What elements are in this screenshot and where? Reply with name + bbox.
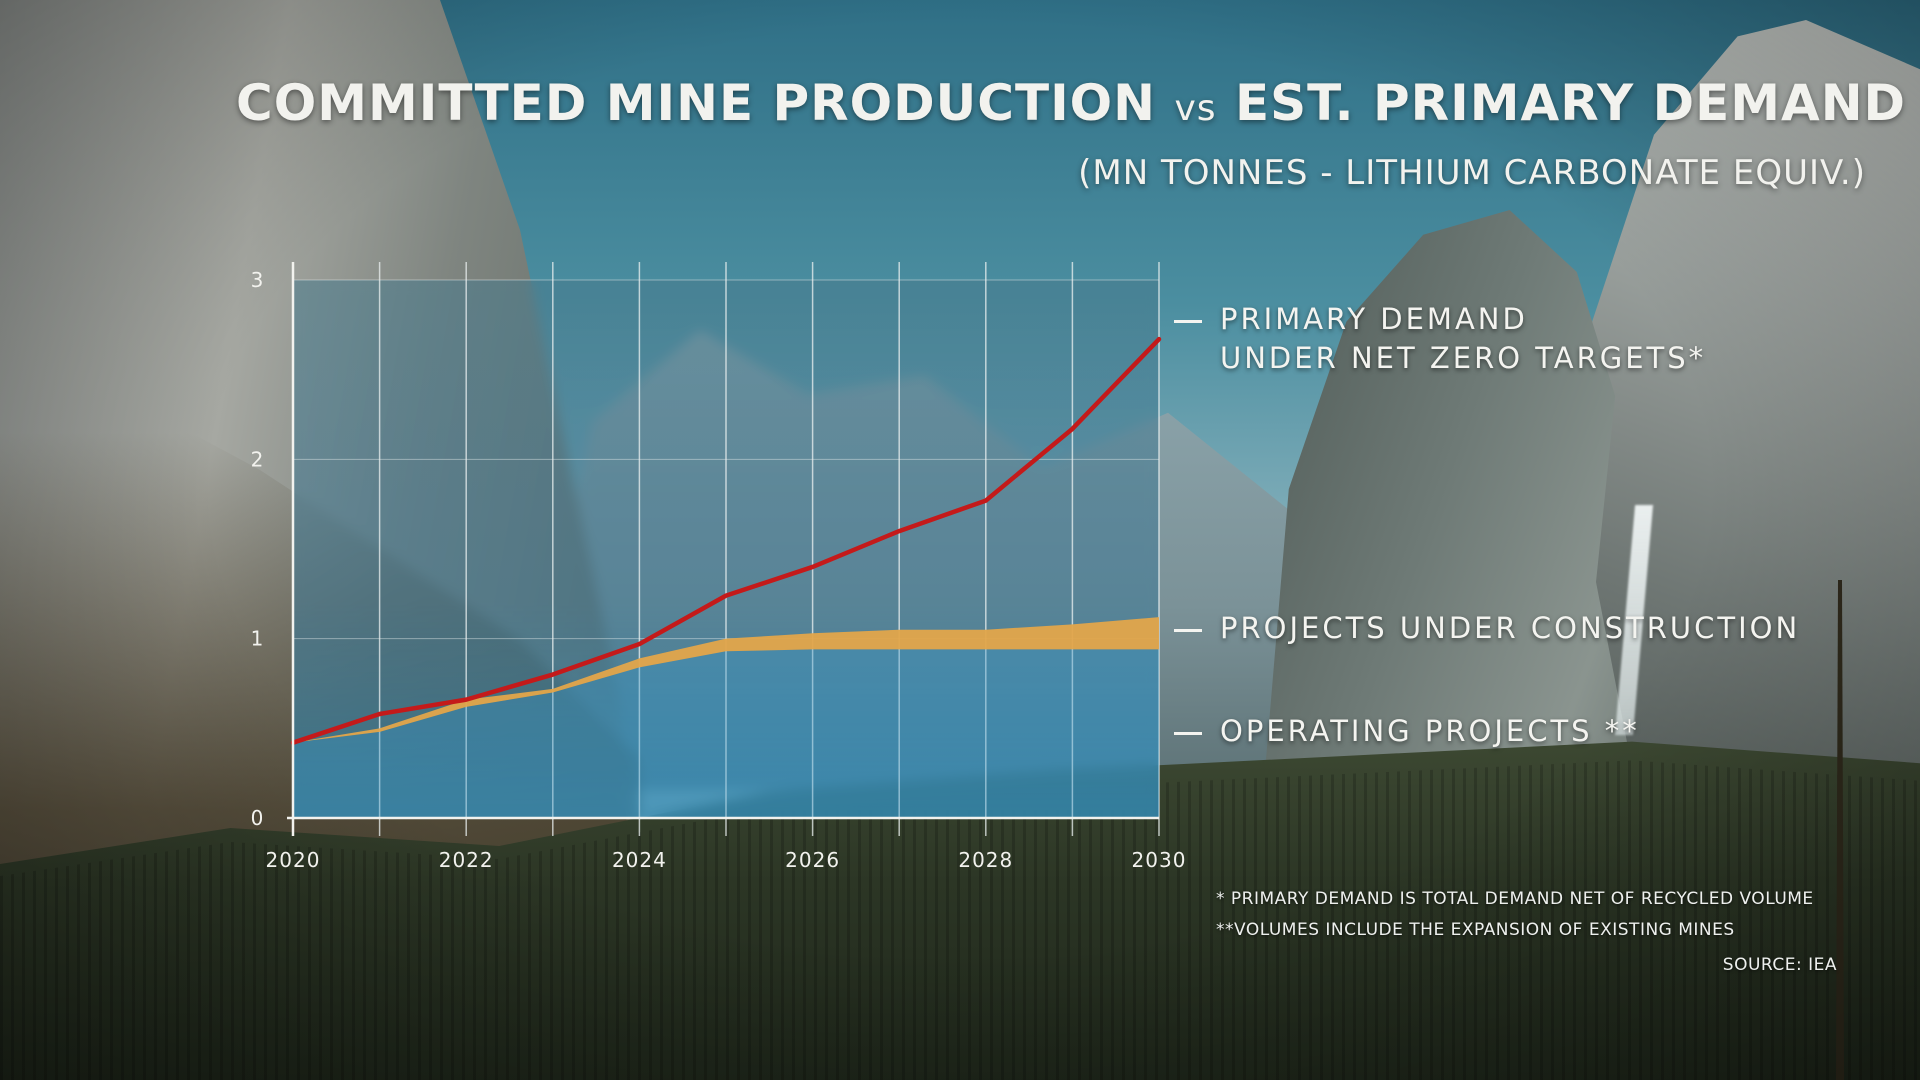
footnote-primary-demand: * PRIMARY DEMAND IS TOTAL DEMAND NET OF … (1216, 889, 1814, 909)
legend-under-construction-label: PROJECTS UNDER CONSTRUCTION (1220, 611, 1801, 645)
x-tick-label: 2028 (958, 848, 1013, 872)
under-construction-band (293, 617, 1159, 743)
legend-dash (1174, 319, 1202, 323)
x-tick-label: 2022 (439, 848, 494, 872)
legend-primary-demand-line1: PRIMARY DEMAND (1220, 302, 1528, 336)
x-tick-label: 2026 (785, 848, 840, 872)
y-tick-label: 0 (251, 806, 264, 830)
legend-under-construction: PROJECTS UNDER CONSTRUCTION (1174, 609, 1800, 648)
x-tick-label: 2020 (266, 848, 321, 872)
legend-primary-demand-line2: UNDER NET ZERO TARGETS* (1220, 341, 1707, 375)
chart-title: COMMITTED MINE PRODUCTION vs EST. PRIMAR… (236, 74, 1906, 132)
source-label: SOURCE: IEA (1722, 955, 1837, 975)
title-end: EST. PRIMARY DEMAND (1234, 74, 1907, 132)
legend-primary-demand: PRIMARY DEMAND UNDER NET ZERO TARGETS* (1174, 300, 1706, 378)
x-tick-label: 2030 (1132, 848, 1187, 872)
series (290, 336, 1162, 818)
x-tick-label: 2024 (612, 848, 667, 872)
axes (287, 262, 1159, 836)
legend-dash (1174, 628, 1202, 632)
y-tick-label: 2 (251, 447, 264, 471)
y-tick-label: 1 (251, 627, 264, 651)
legend-operating: OPERATING PROJECTS ** (1174, 712, 1640, 751)
footnote-volumes: **VOLUMES INCLUDE THE EXPANSION OF EXIST… (1216, 920, 1735, 940)
title-main: COMMITTED MINE PRODUCTION (236, 74, 1157, 132)
legend-dash (1174, 731, 1202, 735)
title-vs: vs (1174, 88, 1217, 129)
chart-subtitle: (MN TONNES - LITHIUM CARBONATE EQUIV.) (1078, 153, 1866, 193)
pine-tree (1836, 580, 1844, 1080)
y-tick-label: 3 (251, 268, 264, 292)
operating-projects-area (293, 649, 1159, 818)
legend-operating-label: OPERATING PROJECTS ** (1220, 714, 1640, 748)
tick-labels: 0 1 2 3 2020 2022 2024 2026 2028 2030 (251, 268, 1187, 872)
